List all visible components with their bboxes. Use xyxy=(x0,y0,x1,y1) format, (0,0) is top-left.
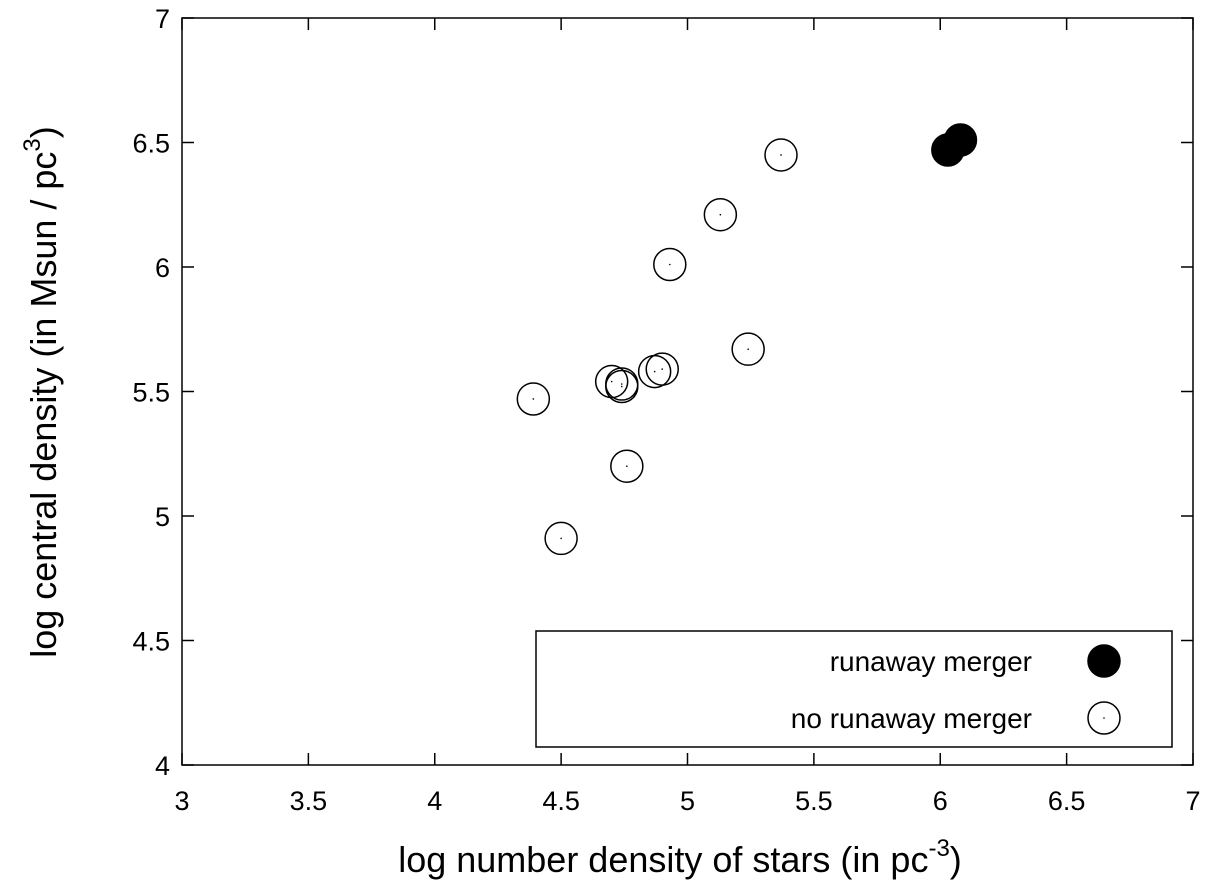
data-points xyxy=(516,123,978,556)
point-center-dot xyxy=(661,368,664,370)
x-tick-label: 3.5 xyxy=(290,786,328,816)
y-axis-label-text: log central density (in Msun / pc xyxy=(23,152,64,658)
y-axis-label-superscript: 3 xyxy=(19,138,46,151)
point-center-dot xyxy=(719,213,722,216)
y-axis-ticks: 4 4.5 5 5.5 6 6.5 7 xyxy=(132,4,1193,781)
point-center-dot xyxy=(780,154,782,156)
y-axis-label: log central density (in Msun / pc3) xyxy=(19,126,64,658)
y-tick-label: 7 xyxy=(155,4,170,34)
x-axis-label: log number density of stars (in pc-3) xyxy=(398,835,962,880)
point-center-dot xyxy=(626,465,628,468)
x-tick-label: 7 xyxy=(1185,786,1200,816)
point-center-dot xyxy=(620,383,623,385)
x-axis-label-superscript: -3 xyxy=(928,835,949,862)
x-axis-ticks: 3 3.5 4 4.5 5 5.5 6 6.5 7 xyxy=(174,18,1201,816)
no-runaway-merger-point xyxy=(594,364,629,399)
point-center-dot xyxy=(610,380,613,383)
x-tick-label: 5 xyxy=(680,786,695,816)
x-tick-label: 3 xyxy=(174,786,189,816)
x-tick-label: 4.5 xyxy=(542,786,580,816)
legend-marker-no-runaway xyxy=(1087,701,1121,735)
y-tick-label: 4.5 xyxy=(132,627,170,657)
x-tick-label: 6 xyxy=(933,786,948,816)
runaway-merger-point xyxy=(943,123,978,157)
legend-label-no-runaway: no runaway merger xyxy=(791,703,1032,734)
point-center-dot xyxy=(669,263,671,266)
x-axis-label-text: log number density of stars (in pc xyxy=(398,839,928,880)
legend-label-runaway: runaway merger xyxy=(830,646,1032,677)
legend-marker-runaway xyxy=(1087,644,1121,678)
x-tick-label: 5.5 xyxy=(795,786,833,816)
y-tick-label: 4 xyxy=(155,751,170,781)
no-runaway-merger-point xyxy=(703,197,738,232)
no-runaway-merger-point xyxy=(637,354,672,389)
no-runaway-merger-point xyxy=(764,138,798,172)
x-tick-label: 6.5 xyxy=(1048,786,1086,816)
legend: runaway merger no runaway merger xyxy=(535,630,1173,748)
legend-marker-no-runaway-dot xyxy=(1103,717,1105,719)
y-axis-label-end: ) xyxy=(23,126,64,138)
no-runaway-merger-point xyxy=(653,247,687,282)
legend-box xyxy=(535,630,1173,748)
no-runaway-merger-point xyxy=(731,332,765,366)
point-center-dot xyxy=(653,370,656,373)
y-tick-label: 6 xyxy=(155,253,170,283)
x-axis-label-end: ) xyxy=(950,839,962,880)
no-runaway-merger-point xyxy=(610,449,644,483)
y-tick-label: 6.5 xyxy=(132,129,170,159)
point-center-dot xyxy=(532,398,535,400)
point-center-dot xyxy=(747,348,749,350)
no-runaway-merger-point xyxy=(544,521,578,556)
point-center-dot xyxy=(560,537,562,540)
y-tick-label: 5 xyxy=(155,502,170,532)
no-runaway-merger-point xyxy=(516,382,551,416)
x-tick-label: 4 xyxy=(427,786,442,816)
y-tick-label: 5.5 xyxy=(132,378,170,408)
point-center-dot xyxy=(620,385,623,388)
no-runaway-merger-point xyxy=(605,369,639,404)
